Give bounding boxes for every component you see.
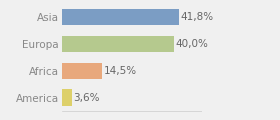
Bar <box>62 90 72 106</box>
Text: 3,6%: 3,6% <box>73 93 100 103</box>
Bar <box>62 63 102 79</box>
Text: 14,5%: 14,5% <box>104 66 137 76</box>
Text: 40,0%: 40,0% <box>175 39 208 49</box>
Text: 41,8%: 41,8% <box>180 12 213 22</box>
Bar <box>62 36 174 52</box>
Bar <box>62 9 179 25</box>
